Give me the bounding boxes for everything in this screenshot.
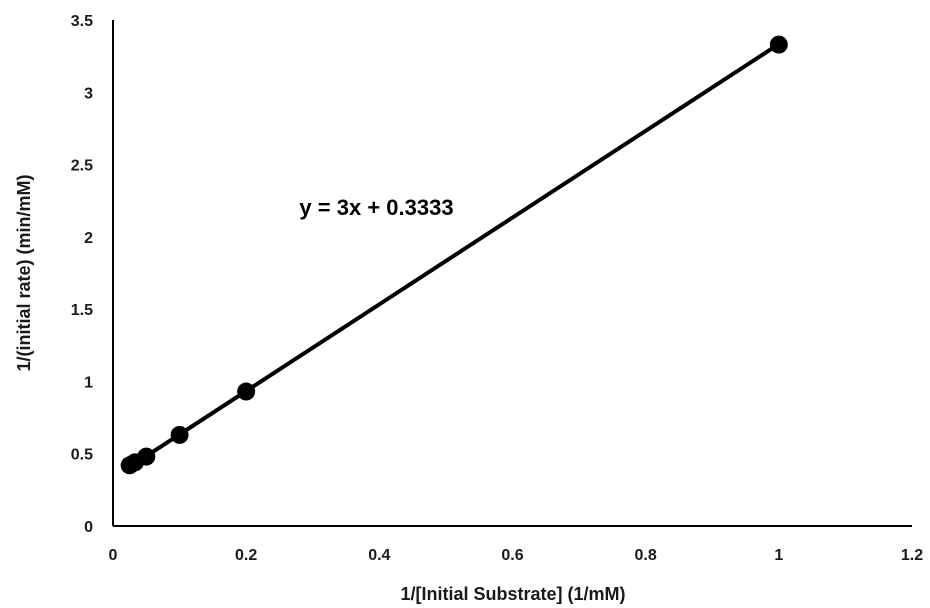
- x-tick-label: 0.2: [235, 547, 257, 564]
- y-tick-label: 1: [84, 374, 93, 391]
- x-tick-label: 0.4: [368, 547, 390, 564]
- x-tick-label: 0: [109, 547, 118, 564]
- y-tick-labels: 0 0.5 1 1.5 2 2.5 3 3.5: [71, 13, 93, 536]
- trendline-equation-label: y = 3x + 0.3333: [299, 195, 453, 220]
- x-tick-labels: 0 0.2 0.4 0.6 0.8 1 1.2: [109, 547, 924, 564]
- plot-area: [120, 35, 788, 475]
- y-tick-label: 2.5: [71, 158, 93, 175]
- y-axis-title: 1/(initial rate) (min/mM): [14, 174, 34, 371]
- y-tick-label: 3: [84, 85, 93, 102]
- y-tick-label: 3.5: [71, 13, 93, 30]
- x-tick-label: 0.8: [635, 547, 657, 564]
- trendline: [128, 42, 780, 469]
- y-tick-label: 0.5: [71, 447, 93, 464]
- y-tick-label: 1.5: [71, 302, 93, 319]
- data-point: [237, 382, 256, 401]
- x-tick-label: 1.2: [901, 547, 923, 564]
- y-tick-label: 2: [84, 230, 93, 247]
- y-tick-label: 0: [84, 519, 93, 536]
- x-tick-label: 1: [774, 547, 783, 564]
- x-tick-label: 0.6: [501, 547, 523, 564]
- axes: [112, 20, 912, 527]
- data-point: [137, 447, 156, 466]
- x-axis-title: 1/[Initial Substrate] (1/mM): [400, 584, 625, 604]
- data-point: [769, 35, 788, 54]
- data-point: [170, 425, 189, 444]
